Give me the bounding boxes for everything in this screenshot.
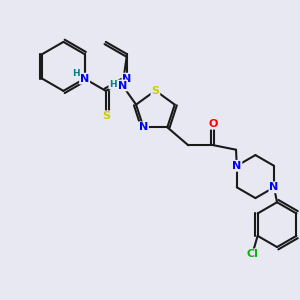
Text: N: N	[80, 74, 89, 84]
Text: O: O	[209, 119, 218, 129]
Text: H: H	[72, 69, 80, 78]
Text: N: N	[139, 122, 148, 132]
Text: N: N	[122, 74, 132, 84]
Text: N: N	[269, 182, 279, 192]
Text: S: S	[152, 85, 159, 96]
Text: S: S	[102, 111, 110, 121]
Text: N: N	[232, 161, 242, 171]
Text: Cl: Cl	[246, 249, 258, 260]
Text: N: N	[118, 80, 127, 91]
Text: H: H	[109, 80, 117, 88]
